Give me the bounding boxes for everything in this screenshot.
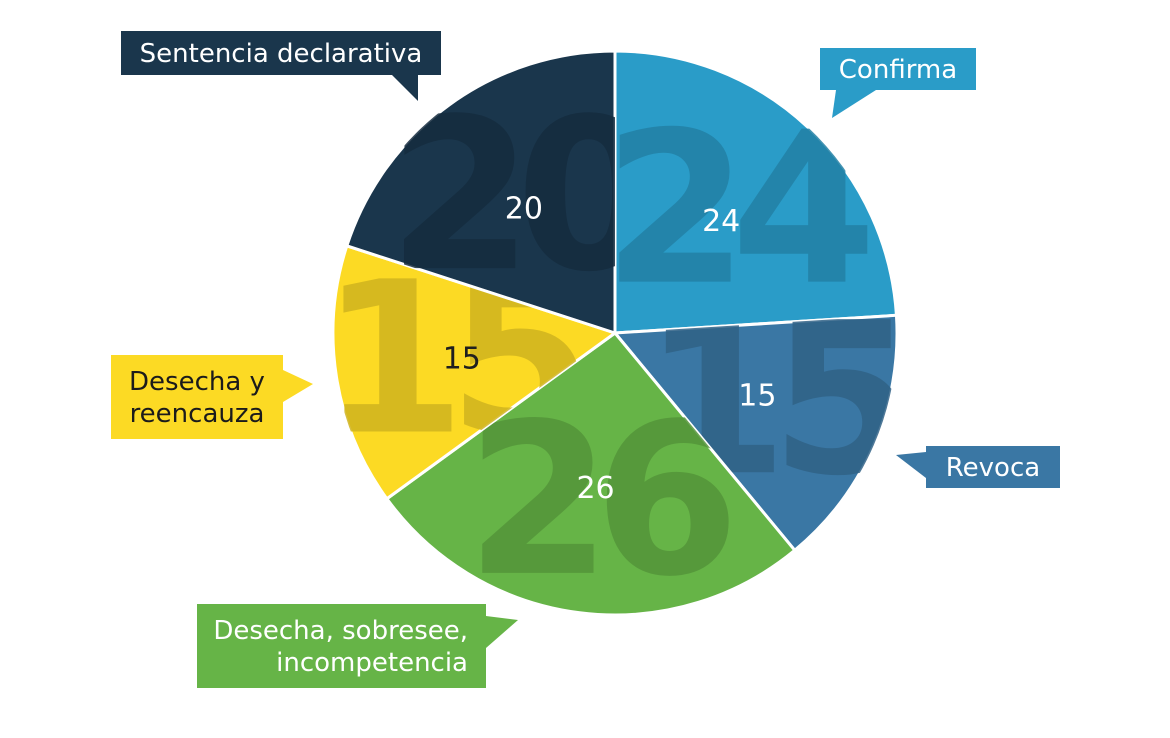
value-label-confirma: 24 xyxy=(702,204,740,239)
callout-pointer xyxy=(896,452,926,478)
pie-value-labels: 24 15 26 15 20 xyxy=(443,192,777,506)
callout-desecha-sobresee-incompetencia: Desecha, sobresee, incompetencia xyxy=(197,604,518,688)
value-label-sentencia-declarativa: 20 xyxy=(505,192,543,227)
callout-box xyxy=(197,604,486,688)
callout-label-revoca: Revoca xyxy=(946,453,1040,483)
callout-desecha-y-reencauza: Desecha y reencauza xyxy=(111,355,313,439)
callout-label-desecha-y-reencauza: Desecha y reencauza xyxy=(129,367,265,429)
slice-revoca xyxy=(611,313,899,553)
callout-label-confirma: Confirma xyxy=(839,55,957,85)
slice-confirma xyxy=(613,49,899,335)
callout-sentencia-declarativa: Sentencia declarativa xyxy=(121,31,441,101)
slice-desecha-sobresee-incompetencia xyxy=(384,330,797,617)
value-label-desecha-y-reencauza: 15 xyxy=(443,341,481,376)
callout-box xyxy=(926,446,1060,488)
callout-box xyxy=(121,31,441,75)
pie-slices: 24 15 26 15 20 xyxy=(331,49,899,617)
callout-pointer xyxy=(283,370,313,402)
value-label-revoca: 15 xyxy=(738,379,776,414)
slice-desecha-y-reencauza xyxy=(331,243,619,501)
callout-confirma: Confirma xyxy=(820,48,976,118)
callout-box xyxy=(820,48,976,90)
callout-revoca: Revoca xyxy=(896,446,1060,488)
slice-sentencia-declarativa xyxy=(344,49,617,336)
value-label-desecha-sobresee-incompetencia: 26 xyxy=(576,471,614,506)
callout-pointer xyxy=(832,90,876,118)
callout-label-sentencia-declarativa: Sentencia declarativa xyxy=(140,39,423,69)
callout-box xyxy=(111,355,283,439)
pie-callouts: Confirma Revoca Desecha, sobresee, incompet… xyxy=(111,31,1060,688)
callout-pointer xyxy=(486,616,518,648)
callout-pointer xyxy=(392,75,418,101)
callout-label-desecha-sobresee-incompetencia: Desecha, sobresee, incompetencia xyxy=(213,616,468,678)
